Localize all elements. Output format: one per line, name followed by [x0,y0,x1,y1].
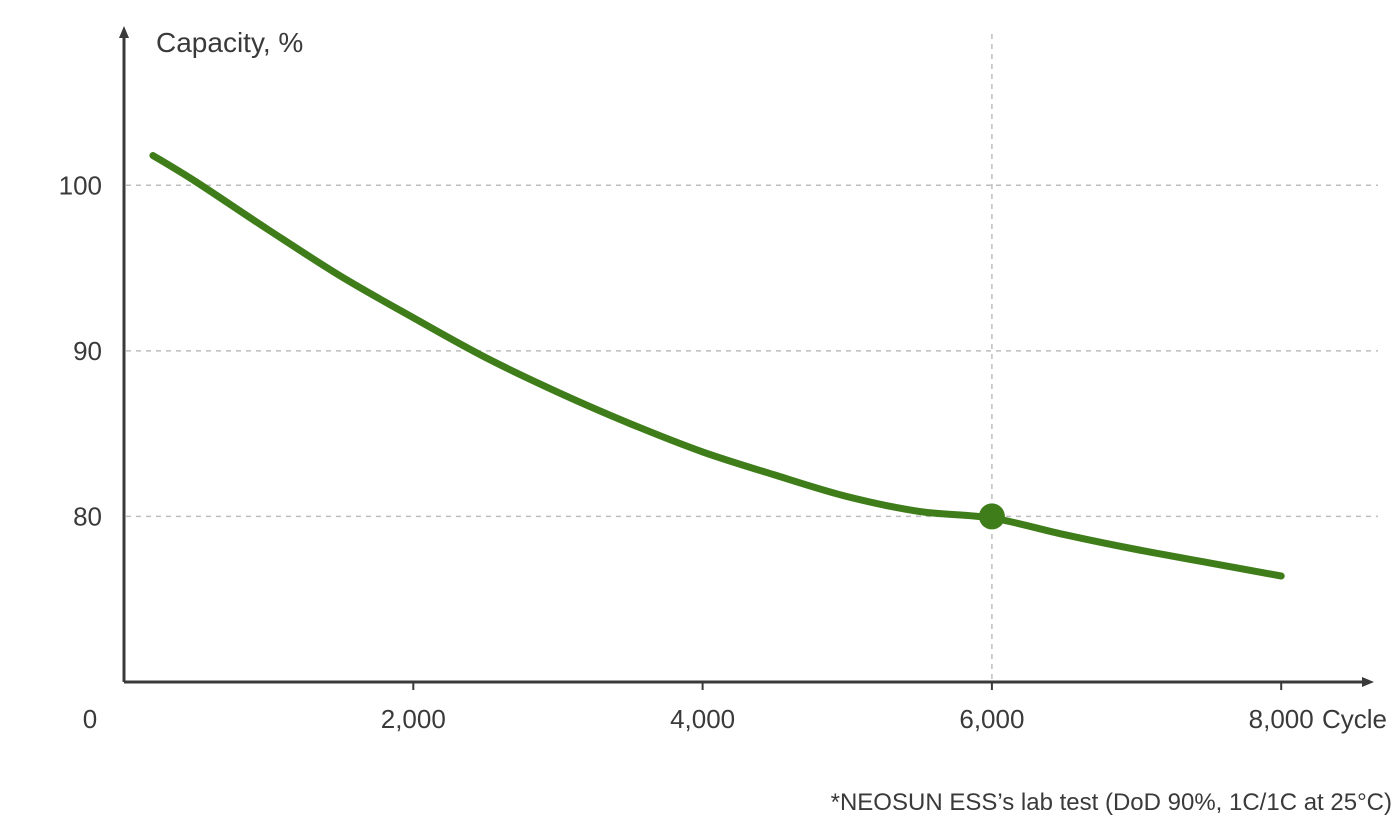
highlight-point [978,503,1005,530]
x-tick-labels: 2,000 4,000 6,000 8,000 [381,704,1314,734]
origin-label: 0 [83,704,97,734]
y-axis-title: Capacity, % [156,27,303,58]
x-axis-title: Cycle [1322,704,1387,734]
y-tick-labels: 80 90 100 [59,170,102,531]
y-tick-label: 90 [73,336,102,366]
series-layer [149,152,1285,580]
footnote: *NEOSUN ESS’s lab test (DoD 90%, 1C/1C a… [831,789,1392,816]
x-tick-marks [412,682,1283,690]
x-tick-label: 6,000 [959,704,1024,734]
x-tick-label: 8,000 [1249,704,1314,734]
x-tick-label: 2,000 [381,704,446,734]
y-tick-label: 100 [59,170,102,200]
y-tick-label: 80 [73,501,102,531]
series-line [149,152,1285,580]
x-tick-label: 4,000 [670,704,735,734]
gridlines [126,34,1378,682]
